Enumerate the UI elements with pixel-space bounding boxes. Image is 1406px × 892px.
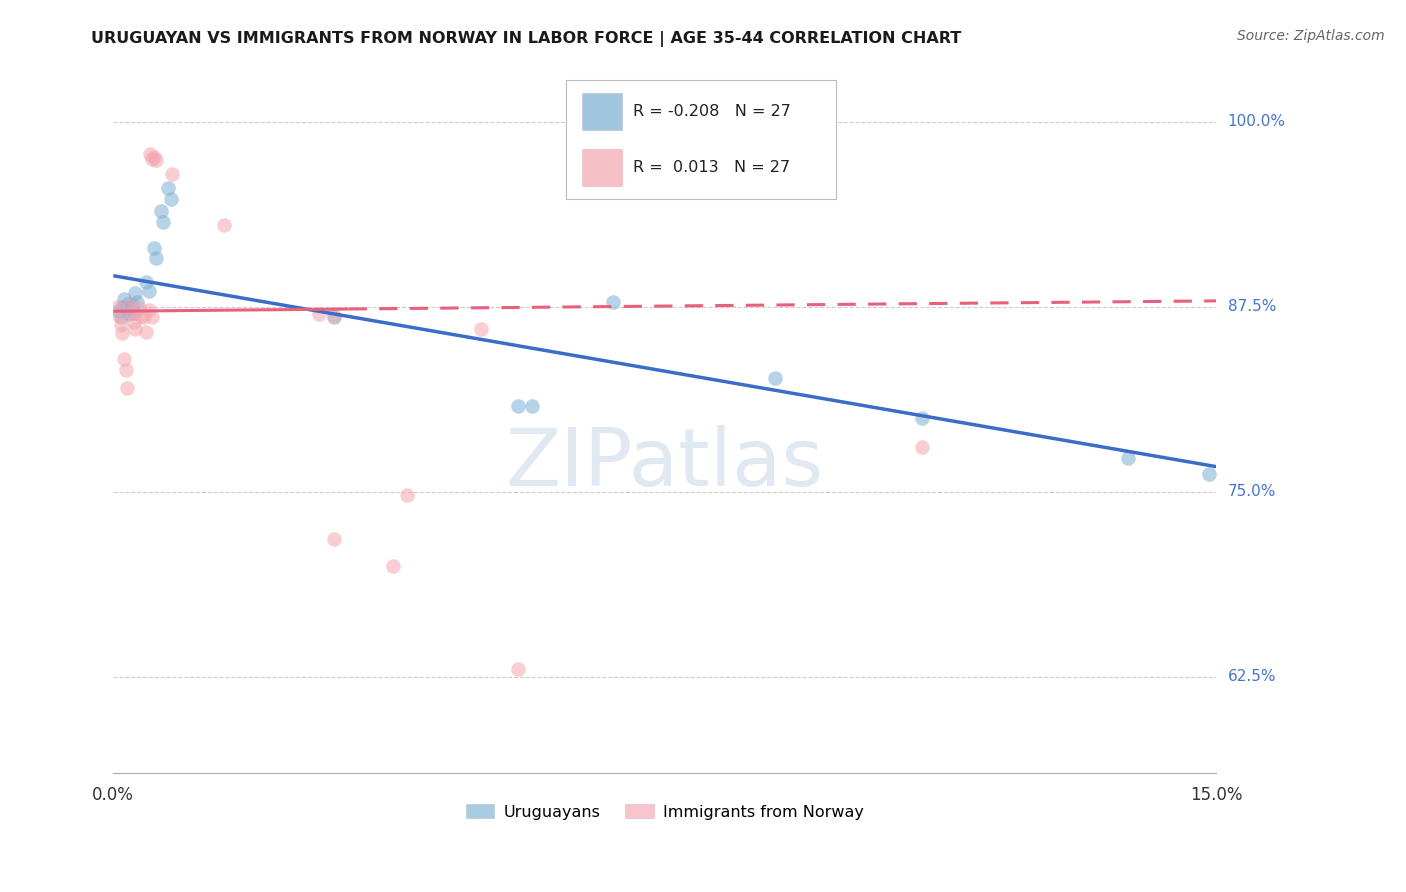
Point [111, 300, 134, 314]
Point [152, 215, 174, 229]
Point [139, 147, 162, 161]
Text: URUGUAYAN VS IMMIGRANTS FROM NORWAY IN LABOR FORCE | AGE 35-44 CORRELATION CHART: URUGUAYAN VS IMMIGRANTS FROM NORWAY IN L… [91, 31, 962, 47]
Legend: Uruguayans, Immigrants from Norway: Uruguayans, Immigrants from Norway [460, 797, 870, 826]
FancyBboxPatch shape [565, 80, 835, 199]
Point [212, 219, 235, 233]
Point [118, 298, 141, 312]
Point [911, 410, 934, 425]
Text: 87.5%: 87.5% [1227, 300, 1275, 314]
Point [138, 302, 160, 317]
Point [157, 181, 180, 195]
Point [112, 293, 135, 307]
FancyBboxPatch shape [582, 93, 621, 130]
Point [602, 295, 624, 310]
Point [322, 310, 344, 325]
Point [124, 322, 146, 336]
Point [134, 310, 156, 325]
Point [470, 322, 492, 336]
Point [522, 399, 544, 413]
Point [381, 558, 404, 573]
Point [122, 315, 145, 329]
Point [121, 306, 143, 320]
Point [763, 371, 786, 385]
Point [145, 251, 167, 265]
Point [322, 309, 344, 323]
Point [141, 152, 163, 166]
Point [115, 381, 138, 395]
Point [114, 363, 136, 377]
Point [108, 304, 131, 318]
Point [159, 192, 181, 206]
Text: R = -0.208   N = 27: R = -0.208 N = 27 [633, 104, 790, 120]
Text: Source: ZipAtlas.com: Source: ZipAtlas.com [1237, 29, 1385, 43]
Point [160, 167, 183, 181]
Point [150, 203, 173, 218]
Point [121, 298, 143, 312]
Point [142, 150, 165, 164]
Point [122, 306, 145, 320]
Point [145, 153, 167, 168]
Point [110, 318, 132, 332]
Text: R =  0.013   N = 27: R = 0.013 N = 27 [633, 160, 790, 175]
Point [308, 307, 330, 321]
Text: 75.0%: 75.0% [1227, 484, 1275, 500]
Point [396, 488, 419, 502]
Point [108, 309, 131, 323]
Point [115, 301, 138, 316]
Point [142, 241, 165, 255]
Point [911, 441, 934, 455]
Point [112, 351, 135, 366]
Point [141, 310, 163, 325]
Text: 100.0%: 100.0% [1227, 114, 1285, 129]
Point [117, 297, 139, 311]
Point [135, 325, 157, 339]
Point [105, 300, 128, 314]
Point [135, 275, 157, 289]
Point [1198, 467, 1220, 481]
Point [129, 309, 152, 323]
Point [110, 310, 132, 325]
Point [124, 286, 146, 301]
Point [506, 663, 529, 677]
FancyBboxPatch shape [582, 149, 621, 186]
Text: 62.5%: 62.5% [1227, 669, 1277, 684]
Point [125, 295, 148, 310]
Point [138, 284, 160, 298]
Point [111, 326, 134, 341]
Point [118, 307, 141, 321]
Point [1116, 450, 1139, 465]
Point [128, 301, 150, 316]
Point [322, 532, 344, 546]
Text: ZIPatlas: ZIPatlas [506, 425, 824, 503]
Point [506, 399, 529, 413]
